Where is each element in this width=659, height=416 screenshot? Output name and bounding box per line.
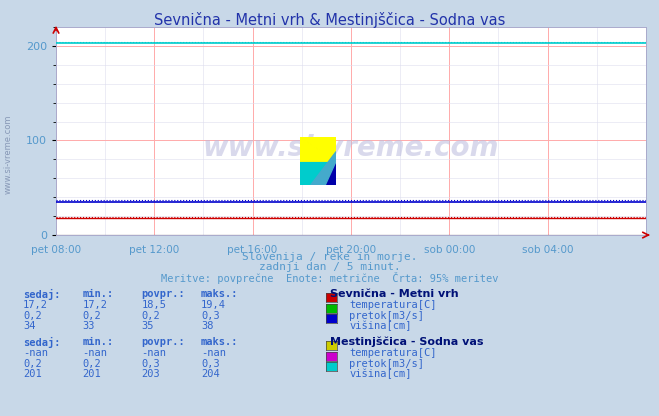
Polygon shape bbox=[314, 156, 336, 185]
Text: višina[cm]: višina[cm] bbox=[349, 369, 412, 379]
Text: 34: 34 bbox=[23, 321, 36, 331]
Text: sedaj:: sedaj: bbox=[23, 289, 61, 300]
Text: 19,4: 19,4 bbox=[201, 300, 226, 310]
Text: povpr.:: povpr.: bbox=[142, 337, 185, 347]
Text: -nan: -nan bbox=[201, 348, 226, 358]
Text: www.si-vreme.com: www.si-vreme.com bbox=[203, 134, 499, 162]
Polygon shape bbox=[300, 137, 336, 161]
Text: Mestinjščica - Sodna vas: Mestinjščica - Sodna vas bbox=[330, 337, 483, 347]
Text: min.:: min.: bbox=[82, 289, 113, 299]
Text: www.si-vreme.com: www.si-vreme.com bbox=[3, 114, 13, 194]
Text: pretok[m3/s]: pretok[m3/s] bbox=[349, 359, 424, 369]
Text: Meritve: povprečne  Enote: metrične  Črta: 95% meritev: Meritve: povprečne Enote: metrične Črta:… bbox=[161, 272, 498, 285]
Text: Sevnična - Metni vrh: Sevnična - Metni vrh bbox=[330, 289, 458, 299]
Text: sedaj:: sedaj: bbox=[23, 337, 61, 348]
Text: Slovenija / reke in morje.: Slovenija / reke in morje. bbox=[242, 252, 417, 262]
Text: povpr.:: povpr.: bbox=[142, 289, 185, 299]
Text: 0,2: 0,2 bbox=[23, 311, 42, 321]
Text: zadnji dan / 5 minut.: zadnji dan / 5 minut. bbox=[258, 262, 401, 272]
Text: višina[cm]: višina[cm] bbox=[349, 321, 412, 332]
Text: 201: 201 bbox=[82, 369, 101, 379]
Text: 0,3: 0,3 bbox=[201, 311, 219, 321]
Text: min.:: min.: bbox=[82, 337, 113, 347]
Text: -nan: -nan bbox=[82, 348, 107, 358]
Text: Sevnična - Metni vrh & Mestinjščica - Sodna vas: Sevnična - Metni vrh & Mestinjščica - So… bbox=[154, 12, 505, 28]
Text: 0,3: 0,3 bbox=[142, 359, 160, 369]
Text: -nan: -nan bbox=[142, 348, 167, 358]
Text: 0,2: 0,2 bbox=[82, 359, 101, 369]
Text: 201: 201 bbox=[23, 369, 42, 379]
Text: maks.:: maks.: bbox=[201, 289, 239, 299]
Text: 0,2: 0,2 bbox=[142, 311, 160, 321]
Text: 204: 204 bbox=[201, 369, 219, 379]
Text: -nan: -nan bbox=[23, 348, 48, 358]
Text: pretok[m3/s]: pretok[m3/s] bbox=[349, 311, 424, 321]
Text: 0,2: 0,2 bbox=[23, 359, 42, 369]
Polygon shape bbox=[311, 151, 336, 185]
Text: 17,2: 17,2 bbox=[82, 300, 107, 310]
Text: 35: 35 bbox=[142, 321, 154, 331]
Text: temperatura[C]: temperatura[C] bbox=[349, 300, 437, 310]
Text: 0,3: 0,3 bbox=[201, 359, 219, 369]
Text: 33: 33 bbox=[82, 321, 95, 331]
Text: 18,5: 18,5 bbox=[142, 300, 167, 310]
Polygon shape bbox=[300, 161, 336, 185]
Text: temperatura[C]: temperatura[C] bbox=[349, 348, 437, 358]
Text: 0,2: 0,2 bbox=[82, 311, 101, 321]
Text: 203: 203 bbox=[142, 369, 160, 379]
Text: maks.:: maks.: bbox=[201, 337, 239, 347]
Text: 38: 38 bbox=[201, 321, 214, 331]
Text: 17,2: 17,2 bbox=[23, 300, 48, 310]
Polygon shape bbox=[300, 137, 336, 161]
